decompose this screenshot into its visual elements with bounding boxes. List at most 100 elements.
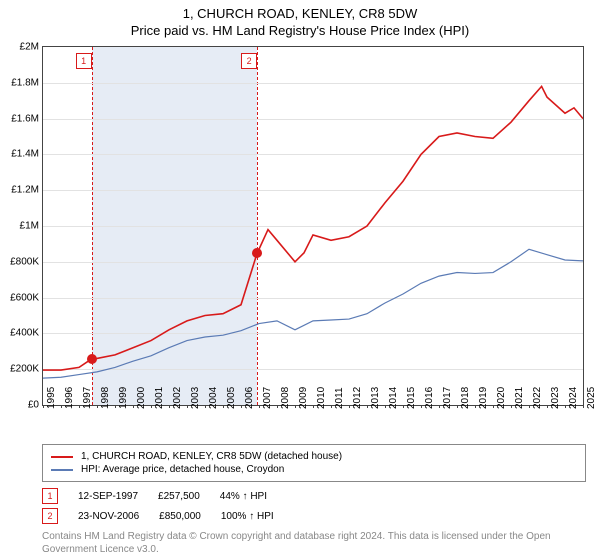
x-tick-label: 2008 bbox=[280, 387, 291, 409]
x-tick bbox=[61, 405, 62, 408]
x-tick-label: 2004 bbox=[208, 387, 219, 409]
x-tick bbox=[241, 405, 242, 408]
legend-item: HPI: Average price, detached house, Croy… bbox=[51, 464, 577, 475]
x-tick-label: 2009 bbox=[298, 387, 309, 409]
y-tick-label: £1.6M bbox=[3, 113, 39, 124]
x-tick-label: 2003 bbox=[190, 387, 201, 409]
sale-date: 12-SEP-1997 bbox=[78, 491, 138, 502]
x-tick bbox=[349, 405, 350, 408]
sale-row: 2 23-NOV-2006 £850,000 100% ↑ HPI bbox=[42, 508, 586, 524]
x-tick bbox=[385, 405, 386, 408]
y-tick-label: £800K bbox=[3, 256, 39, 267]
chart-svg bbox=[43, 47, 583, 405]
x-tick-label: 2000 bbox=[136, 387, 147, 409]
y-tick-label: £0 bbox=[3, 400, 39, 411]
x-tick bbox=[421, 405, 422, 408]
plot-marker-box: 1 bbox=[76, 53, 92, 69]
chart-title: 1, CHURCH ROAD, KENLEY, CR8 5DW bbox=[0, 6, 600, 21]
x-tick-label: 2024 bbox=[568, 387, 579, 409]
figure-container: 1, CHURCH ROAD, KENLEY, CR8 5DW Price pa… bbox=[0, 0, 600, 560]
x-tick bbox=[457, 405, 458, 408]
y-tick-label: £600K bbox=[3, 292, 39, 303]
x-tick-label: 2019 bbox=[478, 387, 489, 409]
x-tick-label: 2007 bbox=[262, 387, 273, 409]
x-tick bbox=[313, 405, 314, 408]
x-tick bbox=[205, 405, 206, 408]
sale-row: 1 12-SEP-1997 £257,500 44% ↑ HPI bbox=[42, 488, 586, 504]
y-tick-label: £1.2M bbox=[3, 185, 39, 196]
x-tick-label: 1995 bbox=[46, 387, 57, 409]
sales-block: 1 12-SEP-1997 £257,500 44% ↑ HPI 2 23-NO… bbox=[42, 488, 586, 524]
y-tick-label: £2M bbox=[3, 42, 39, 53]
x-tick bbox=[529, 405, 530, 408]
x-tick-label: 1998 bbox=[100, 387, 111, 409]
sale-point bbox=[252, 248, 262, 258]
x-tick-label: 1999 bbox=[118, 387, 129, 409]
sale-price: £850,000 bbox=[159, 511, 201, 522]
attribution-text: Contains HM Land Registry data © Crown c… bbox=[42, 530, 586, 556]
legend: 1, CHURCH ROAD, KENLEY, CR8 5DW (detache… bbox=[42, 444, 586, 482]
plot-marker-box: 2 bbox=[241, 53, 257, 69]
x-tick-label: 2025 bbox=[586, 387, 597, 409]
sale-pct: 100% ↑ HPI bbox=[221, 511, 274, 522]
x-tick-label: 1997 bbox=[82, 387, 93, 409]
x-tick-label: 1996 bbox=[64, 387, 75, 409]
x-tick-label: 2001 bbox=[154, 387, 165, 409]
x-tick-label: 2006 bbox=[244, 387, 255, 409]
y-tick-label: £1.8M bbox=[3, 77, 39, 88]
x-tick-label: 2023 bbox=[550, 387, 561, 409]
x-tick bbox=[133, 405, 134, 408]
series-line bbox=[43, 86, 583, 370]
x-tick-label: 2020 bbox=[496, 387, 507, 409]
x-tick bbox=[43, 405, 44, 408]
x-tick bbox=[79, 405, 80, 408]
x-tick-label: 2005 bbox=[226, 387, 237, 409]
sale-price: £257,500 bbox=[158, 491, 200, 502]
x-tick bbox=[511, 405, 512, 408]
legend-swatch bbox=[51, 456, 73, 458]
x-tick bbox=[475, 405, 476, 408]
x-tick-label: 2021 bbox=[514, 387, 525, 409]
x-tick-label: 2016 bbox=[424, 387, 435, 409]
x-tick-label: 2014 bbox=[388, 387, 399, 409]
x-tick-label: 2017 bbox=[442, 387, 453, 409]
legend-swatch bbox=[51, 469, 73, 471]
x-tick bbox=[331, 405, 332, 408]
x-tick-label: 2022 bbox=[532, 387, 543, 409]
chart-subtitle: Price paid vs. HM Land Registry's House … bbox=[0, 23, 600, 38]
x-tick-label: 2018 bbox=[460, 387, 471, 409]
x-tick bbox=[439, 405, 440, 408]
sale-marker-box: 2 bbox=[42, 508, 58, 524]
chart-area: £0£200K£400K£600K£800K£1M£1.2M£1.4M£1.6M… bbox=[42, 46, 584, 406]
x-tick bbox=[151, 405, 152, 408]
y-tick-label: £1M bbox=[3, 221, 39, 232]
x-tick-label: 2011 bbox=[334, 387, 345, 409]
x-tick bbox=[367, 405, 368, 408]
legend-item: 1, CHURCH ROAD, KENLEY, CR8 5DW (detache… bbox=[51, 451, 577, 462]
sale-pct: 44% ↑ HPI bbox=[220, 491, 267, 502]
x-tick-label: 2013 bbox=[370, 387, 381, 409]
x-tick-label: 2002 bbox=[172, 387, 183, 409]
x-tick bbox=[115, 405, 116, 408]
legend-label: 1, CHURCH ROAD, KENLEY, CR8 5DW (detache… bbox=[81, 451, 342, 462]
x-tick bbox=[493, 405, 494, 408]
y-tick-label: £1.4M bbox=[3, 149, 39, 160]
x-tick bbox=[169, 405, 170, 408]
title-block: 1, CHURCH ROAD, KENLEY, CR8 5DW Price pa… bbox=[0, 0, 600, 38]
x-tick bbox=[97, 405, 98, 408]
y-tick-label: £200K bbox=[3, 364, 39, 375]
x-tick bbox=[259, 405, 260, 408]
x-tick bbox=[277, 405, 278, 408]
legend-label: HPI: Average price, detached house, Croy… bbox=[81, 464, 284, 475]
series-line bbox=[43, 249, 583, 378]
x-tick bbox=[583, 405, 584, 408]
x-tick bbox=[547, 405, 548, 408]
sale-point bbox=[87, 354, 97, 364]
x-tick bbox=[565, 405, 566, 408]
x-tick-label: 2015 bbox=[406, 387, 417, 409]
sale-marker-box: 1 bbox=[42, 488, 58, 504]
x-tick bbox=[187, 405, 188, 408]
x-tick bbox=[403, 405, 404, 408]
x-tick bbox=[223, 405, 224, 408]
sale-date: 23-NOV-2006 bbox=[78, 511, 139, 522]
